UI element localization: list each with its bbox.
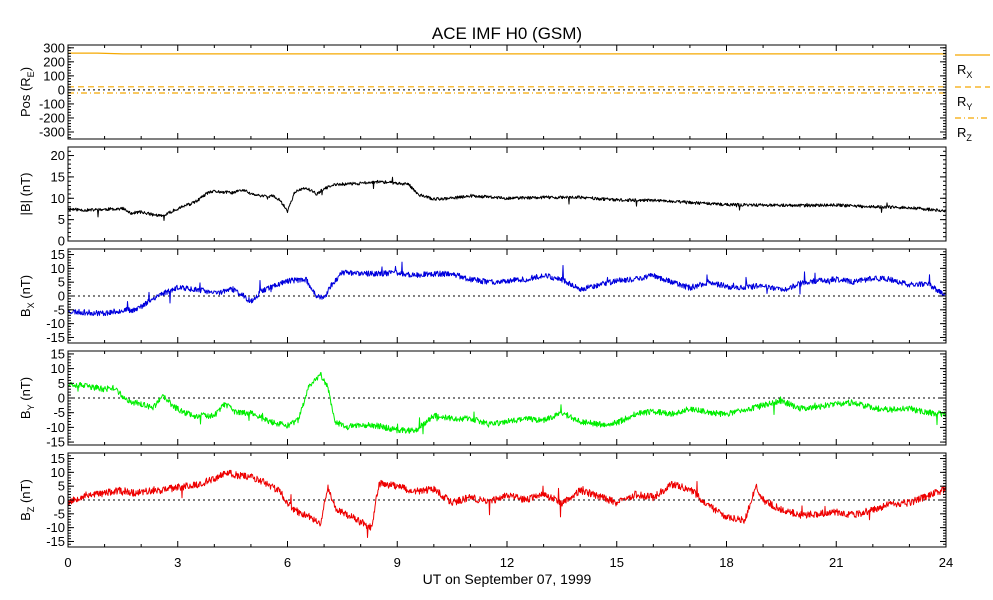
y-tick-label: 0 <box>58 391 65 406</box>
y-tick-label: -15 <box>46 534 65 549</box>
x-tick-label: 12 <box>500 555 514 570</box>
y-tick-label: 300 <box>43 40 65 55</box>
y-tick-label: -15 <box>46 330 65 345</box>
y-tick-label: -10 <box>46 316 65 331</box>
y-tick-label: 0 <box>58 493 65 508</box>
series-bx-0 <box>68 261 946 317</box>
y-tick-label: 5 <box>58 275 65 290</box>
y-axis-label-bx: BX (nT) <box>18 275 36 317</box>
y-tick-label: 5 <box>58 212 65 227</box>
x-axis: 0 3 6 9 12 15 18 21 24 <box>64 555 953 570</box>
y-tick-label: 10 <box>51 465 65 480</box>
y-tick-label: 10 <box>51 361 65 376</box>
y-tick-label: 15 <box>51 169 65 184</box>
chart-title: ACE IMF H0 (GSM) <box>432 24 582 43</box>
series-by-0 <box>68 372 946 435</box>
x-tick-label: 9 <box>394 555 401 570</box>
y-tick-label: -5 <box>53 302 65 317</box>
y-tick-label: -300 <box>39 124 65 139</box>
x-tick-label: 0 <box>64 555 71 570</box>
x-tick-label: 18 <box>719 555 733 570</box>
y-tick-label: -15 <box>46 435 65 450</box>
y-axis-label-bz: BZ (nT) <box>18 479 36 521</box>
legend-label-rx: RX <box>957 62 972 80</box>
y-tick-label: -100 <box>39 96 65 111</box>
y-tick-label: 200 <box>43 54 65 69</box>
y-tick-label: -200 <box>39 110 65 125</box>
y-axis-label-bmag: |B| (nT) <box>18 173 33 216</box>
y-axis-label-by: BY (nT) <box>18 377 36 419</box>
y-tick-label: 0 <box>58 289 65 304</box>
y-axis-label-pos: Pos (RE) <box>18 67 36 117</box>
series-pos-0 <box>68 52 946 55</box>
legend-label-rz: RZ <box>957 125 972 143</box>
y-tick-label: -10 <box>46 520 65 535</box>
series-bmag-0 <box>68 176 946 221</box>
panel-bmag: 20 15 10 5 0 |B| (nT) <box>18 146 947 249</box>
x-axis-label: UT on September 07, 1999 <box>423 571 592 587</box>
y-tick-label: 15 <box>51 346 65 361</box>
y-tick-label: 100 <box>43 68 65 83</box>
y-tick-label: 0 <box>58 234 65 249</box>
x-tick-label: 15 <box>610 555 624 570</box>
x-tick-label: 6 <box>284 555 291 570</box>
x-tick-label: 21 <box>829 555 843 570</box>
legend: RX RY RZ <box>955 54 990 143</box>
series-bz-0 <box>68 469 946 538</box>
y-tick-label: -5 <box>53 405 65 420</box>
y-tick-label: 0 <box>58 82 65 97</box>
y-tick-label: 10 <box>51 191 65 206</box>
y-tick-label: 20 <box>51 148 65 163</box>
y-tick-label: -5 <box>53 506 65 521</box>
y-tick-label: 10 <box>51 261 65 276</box>
y-tick-label: 15 <box>51 451 65 466</box>
x-tick-label: 24 <box>939 555 953 570</box>
y-tick-label: -10 <box>46 420 65 435</box>
y-tick-label: 5 <box>58 376 65 391</box>
legend-label-ry: RY <box>957 94 972 112</box>
x-tick-label: 3 <box>174 555 181 570</box>
y-tick-label: 15 <box>51 247 65 262</box>
y-tick-label: 5 <box>58 479 65 494</box>
